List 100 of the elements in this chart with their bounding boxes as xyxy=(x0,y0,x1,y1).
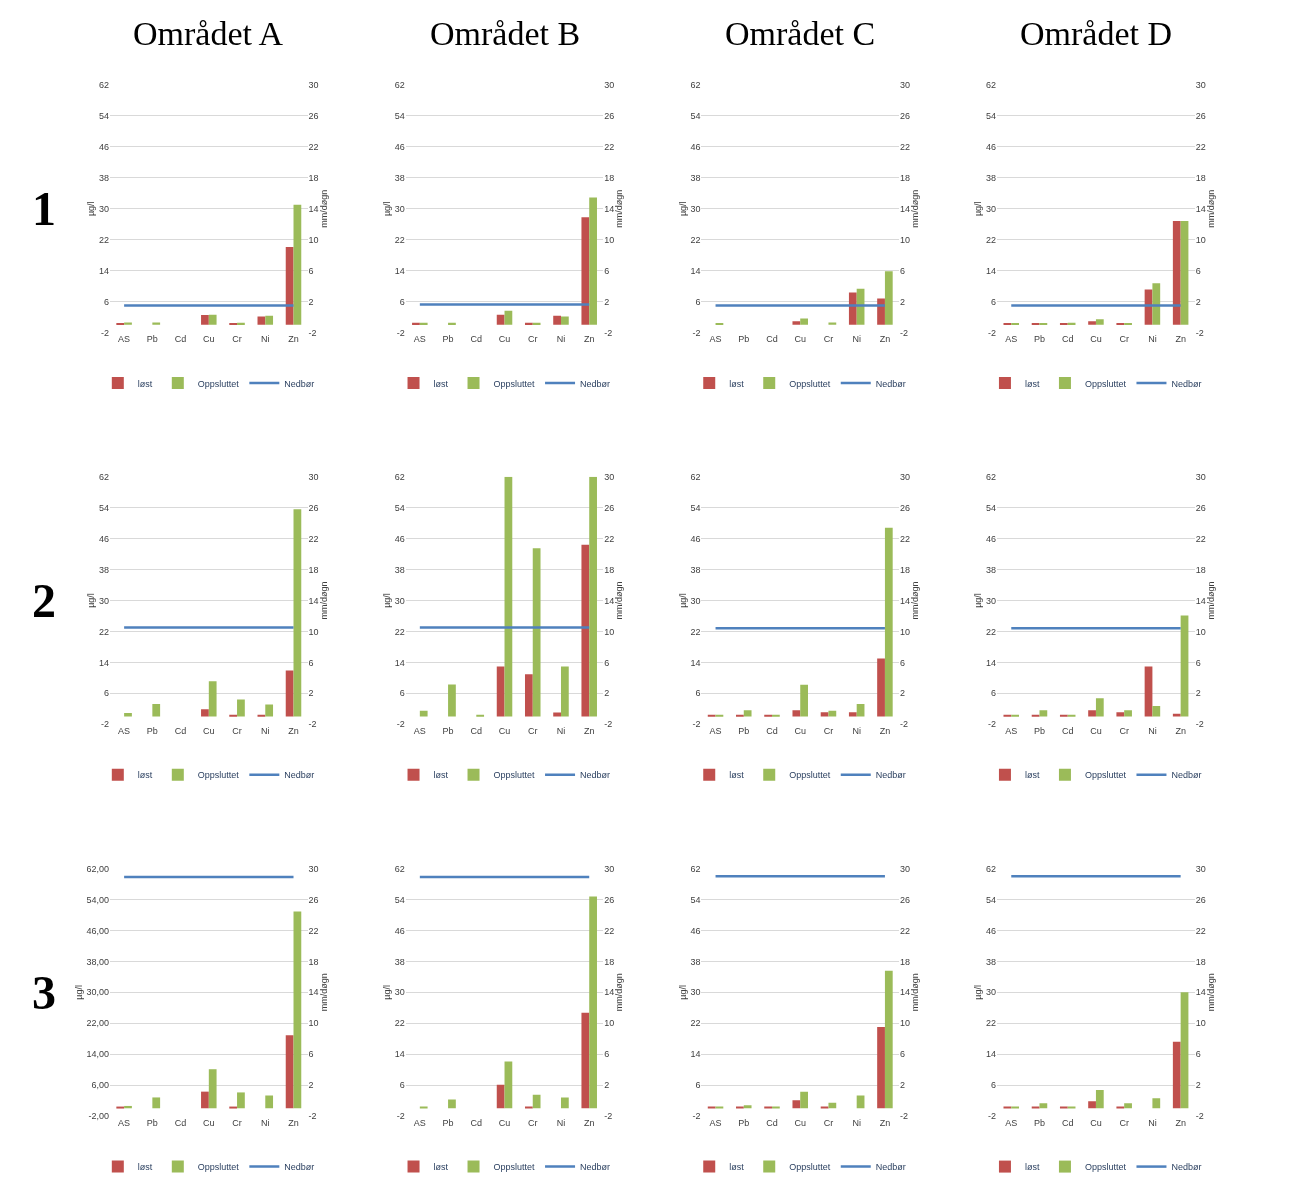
bar xyxy=(707,714,716,717)
bar xyxy=(116,1106,125,1109)
bar xyxy=(848,712,857,717)
y-tick-label: 62 xyxy=(394,471,405,482)
x-tick-label: Ni xyxy=(1148,726,1157,737)
x-tick-label: Cu xyxy=(498,726,511,737)
y-tick-label: 38 xyxy=(394,564,405,575)
bar xyxy=(532,322,541,325)
x-tick-label: Cd xyxy=(470,334,483,345)
bar xyxy=(1088,710,1096,717)
y2-tick-label: 18 xyxy=(1195,172,1206,183)
x-tick-label: Cu xyxy=(794,1118,806,1128)
x-tick-label: Cd xyxy=(1061,334,1074,345)
bar xyxy=(1088,1101,1096,1109)
bar xyxy=(560,1097,569,1109)
bar xyxy=(553,315,561,325)
x-tick-label: AS xyxy=(413,334,426,345)
x-tick-label: Cd xyxy=(470,1118,483,1128)
bar xyxy=(1172,1041,1181,1109)
y-tick-label: 46 xyxy=(394,142,405,153)
y-tick-label: 6 xyxy=(399,1080,405,1091)
bar xyxy=(581,1012,590,1109)
y-tick-label: 14 xyxy=(98,657,109,668)
x-tick-label: Zn xyxy=(288,334,299,345)
x-tick-label: Cr xyxy=(1119,334,1129,345)
x-tick-label: Zn xyxy=(1175,726,1186,737)
y2-tick-label: 26 xyxy=(604,111,615,122)
y-tick-label: -2 xyxy=(692,1111,701,1122)
y2-tick-label: 14 xyxy=(308,595,319,606)
y-tick-label: 62 xyxy=(690,80,701,91)
y-axis-title: µg/l xyxy=(86,593,97,608)
x-tick-label: Pb xyxy=(442,726,454,737)
x-tick-label: Ni xyxy=(556,726,566,737)
y2-tick-label: -2 xyxy=(308,1111,317,1122)
y-tick-label: 54,00 xyxy=(86,894,109,905)
x-tick-label: AS xyxy=(1005,1118,1018,1128)
bar xyxy=(237,322,245,325)
legend-label: Oppsluttet xyxy=(1084,770,1127,781)
y2-tick-label: -2 xyxy=(604,719,613,730)
x-tick-label: Cd xyxy=(174,726,187,737)
bar xyxy=(736,1106,744,1109)
chart-title: Området C xyxy=(725,15,876,52)
legend-label: Nedbør xyxy=(1171,378,1202,389)
x-tick-label: Cr xyxy=(528,726,538,737)
y2-axis-title: mm/døgn xyxy=(910,189,921,228)
x-tick-label: Zn xyxy=(1175,334,1186,345)
y2-axis-title: mm/døgn xyxy=(614,973,625,1012)
y2-tick-label: 14 xyxy=(604,203,615,214)
y2-tick-label: 30 xyxy=(1195,863,1206,874)
y2-tick-label: 26 xyxy=(308,502,319,513)
y-axis-title: µg/l xyxy=(677,201,688,217)
y-tick-label: 38 xyxy=(98,172,109,183)
chart-title: Området B xyxy=(430,15,581,52)
x-tick-label: Cu xyxy=(1090,726,1102,737)
y-tick-label: 62 xyxy=(98,471,109,482)
bar xyxy=(884,970,893,1109)
y2-tick-label: 10 xyxy=(900,234,911,245)
x-tick-label: Cd xyxy=(174,334,187,345)
y-tick-label: 54 xyxy=(98,502,109,513)
bar xyxy=(1124,710,1132,717)
y-tick-label: 6,00 xyxy=(91,1080,109,1091)
bar xyxy=(1152,706,1161,717)
y2-tick-label: -2 xyxy=(604,327,613,338)
x-tick-label: Zn xyxy=(1175,1118,1186,1128)
x-tick-label: Cr xyxy=(823,334,834,345)
x-tick-label: Cr xyxy=(232,1118,242,1128)
y-tick-label: 6 xyxy=(399,688,405,699)
y-tick-label: 6 xyxy=(399,296,405,307)
bar xyxy=(201,1091,209,1109)
y2-tick-label: 22 xyxy=(900,533,911,544)
legend-label: Nedbør xyxy=(875,1162,906,1173)
y-tick-label: 22,00 xyxy=(86,1018,109,1029)
bar xyxy=(736,714,744,717)
y-tick-label: 54 xyxy=(690,111,701,122)
bar xyxy=(1172,221,1181,325)
y-tick-label: 22 xyxy=(394,234,405,245)
y-tick-label: 54 xyxy=(986,111,997,122)
x-tick-label: AS xyxy=(413,726,426,737)
y2-tick-label: 10 xyxy=(308,1018,319,1029)
legend-label: løst xyxy=(1024,1162,1040,1173)
bar xyxy=(1116,1106,1125,1109)
y2-tick-label: 26 xyxy=(308,111,319,122)
y-tick-label: 22 xyxy=(98,626,109,637)
y2-tick-label: 30 xyxy=(604,80,615,91)
x-tick-label: Pb xyxy=(1033,334,1045,345)
y2-tick-label: 18 xyxy=(604,564,615,575)
y2-axis-title: mm/døgn xyxy=(910,973,921,1012)
y-tick-label: 14 xyxy=(690,1049,701,1060)
y2-tick-label: 6 xyxy=(308,657,314,668)
y2-tick-label: 10 xyxy=(1195,626,1206,637)
bar xyxy=(1003,714,1012,717)
legend-label: Oppsluttet xyxy=(493,1162,536,1173)
y2-tick-label: 22 xyxy=(308,533,319,544)
y2-tick-label: 22 xyxy=(1195,533,1206,544)
y2-tick-label: 18 xyxy=(604,956,615,967)
y-tick-label: 6 xyxy=(991,1080,997,1091)
y2-tick-label: 18 xyxy=(900,564,911,575)
x-tick-label: Cu xyxy=(1090,1118,1102,1128)
y-tick-label: 46 xyxy=(690,533,701,544)
y2-tick-label: 6 xyxy=(604,657,610,668)
